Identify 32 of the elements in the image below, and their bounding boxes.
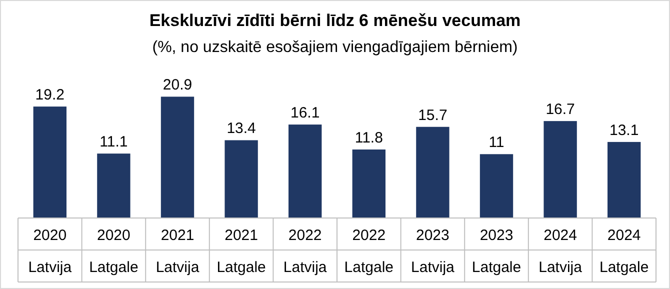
data-label: 20.9 [162, 76, 192, 94]
x-tick-label: 2020 Latvija [28, 227, 72, 276]
data-label: 19.2 [35, 86, 64, 104]
data-label: 13.4 [226, 120, 256, 138]
bar [544, 121, 577, 218]
bar [33, 106, 66, 218]
x-tick-label: 2023 Latvija [411, 227, 456, 276]
bar [160, 96, 194, 218]
x-tick-label: 2024 Latgale [599, 227, 649, 276]
x-tick-label: 2023 Latgale [472, 227, 522, 276]
data-label: 11 [488, 134, 504, 152]
x-tick-label: 2022 Latgale [344, 227, 394, 276]
x-tick-label: 2021 Latvija [156, 227, 200, 276]
data-label: 11.1 [100, 134, 128, 151]
bar [608, 142, 641, 218]
bar [480, 154, 514, 218]
bar [352, 150, 386, 218]
chart-subtitle: (%, no uzskaitē esošajiem viengadīgajiem bērniem) [152, 39, 518, 56]
data-label: 11.8 [354, 130, 383, 147]
x-tick-label: 2022 Latvija [283, 227, 328, 276]
bar [288, 124, 322, 218]
x-tick-label: 2021 Latgale [216, 227, 266, 276]
data-label: 13.1 [610, 122, 639, 139]
x-tick-label: 2024 Latvija [538, 227, 583, 276]
chart-title: Ekskluzīvi zīdīti bērni līdz 6 mēnešu vecumam [149, 11, 521, 30]
data-label: 15.7 [418, 106, 448, 124]
bar [97, 154, 130, 218]
x-tick-label: 2020 Latgale [89, 227, 138, 276]
bar [224, 140, 258, 218]
bar [416, 126, 450, 218]
data-label: 16.1 [290, 104, 320, 122]
data-label: 16.7 [546, 101, 575, 118]
